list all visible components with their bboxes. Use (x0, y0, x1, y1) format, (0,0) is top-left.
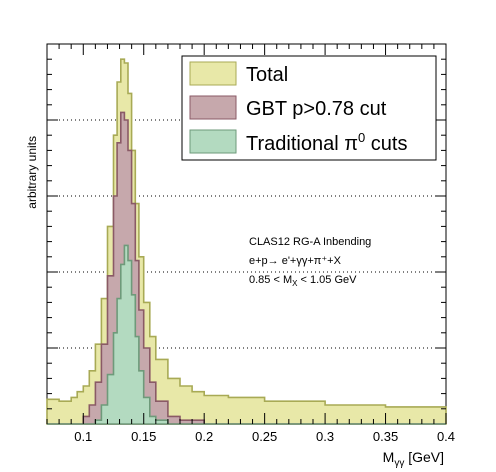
annotation-experiment: CLAS12 RG-A Inbending (249, 236, 371, 248)
x-tick-label-3: 0.25 (252, 429, 277, 444)
annotation-mx-after: < 1.05 GeV (297, 274, 357, 286)
legend-label-traditional-sup: 0 (358, 130, 365, 145)
annotation-mx-sub: X (292, 279, 298, 288)
x-tick-label-6: 0.4 (437, 429, 455, 444)
legend-label-traditional-main: Traditional π (246, 133, 358, 155)
x-tick-label-1: 0.15 (131, 429, 156, 444)
tick-layer: 0.1 0.15 0.2 0.25 0.3 0.35 0.4 (46, 43, 455, 444)
legend-swatch-traditional (189, 129, 237, 154)
legend-swatch-gbt (189, 95, 237, 120)
legend: Total GBT p>0.78 cut Traditional π0 cuts (181, 55, 437, 161)
legend-label-traditional: Traditional π0 cuts (246, 130, 407, 155)
x-axis-label-sub: γγ (394, 458, 404, 469)
legend-label-gbt: GBT p>0.78 cut (246, 98, 387, 120)
series-layer (46, 58, 447, 425)
x-axis-label-unit: [GeV] (404, 449, 444, 465)
legend-label-total: Total (246, 64, 288, 86)
x-tick-label-5: 0.35 (373, 429, 398, 444)
series-area-2 (47, 244, 446, 425)
legend-label-traditional-tail: cuts (365, 133, 407, 155)
annotation-mx-range: 0.85 < MX < 1.05 GeV (249, 274, 357, 288)
y-axis-label: arbitrary units (25, 136, 39, 209)
annotation-mx-main: 0.85 < M (249, 274, 292, 286)
x-tick-label-0: 0.1 (74, 429, 92, 444)
annotation-reaction: e+p→ e'+γγ+π⁺+X (249, 255, 342, 267)
x-tick-label-2: 0.2 (195, 429, 213, 444)
series-area-0 (46, 58, 447, 425)
legend-swatch-total (189, 61, 237, 86)
x-tick-label-4: 0.3 (316, 429, 334, 444)
x-axis-label-main: M (383, 449, 395, 465)
x-axis-label: Mγγ [GeV] (383, 449, 444, 469)
